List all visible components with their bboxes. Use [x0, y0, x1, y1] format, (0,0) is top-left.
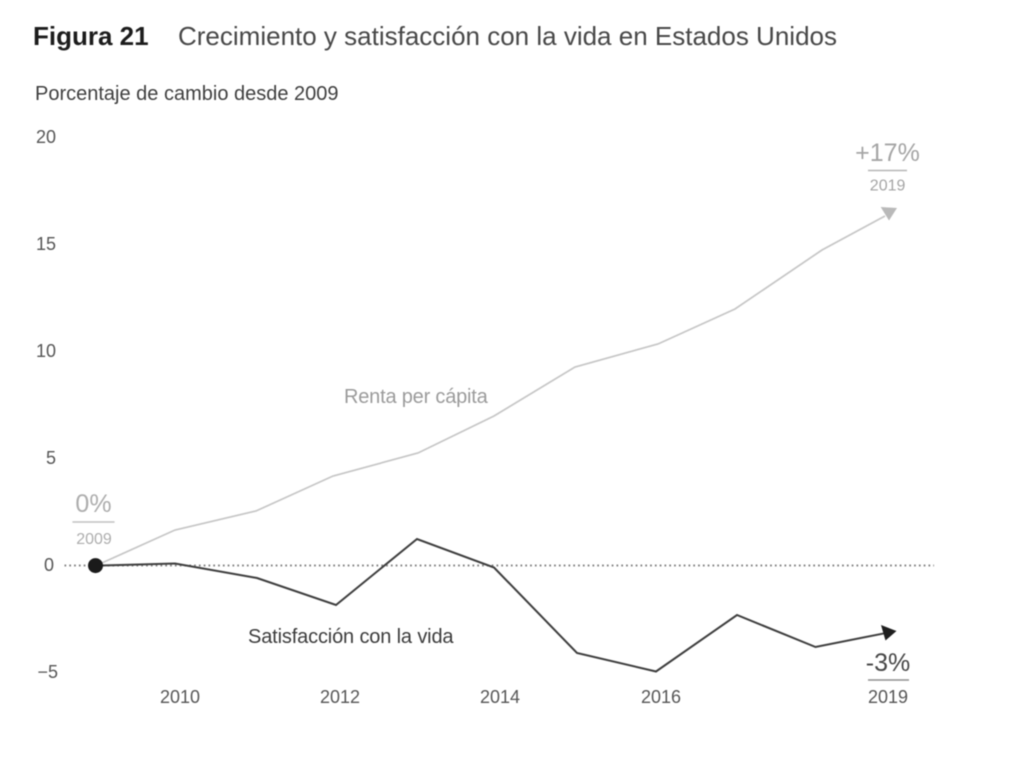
svg-text:2012: 2012 — [320, 687, 360, 707]
svg-text:Satisfacción con la vida: Satisfacción con la vida — [248, 626, 454, 648]
svg-text:10: 10 — [36, 341, 56, 361]
svg-text:Crecimiento y satisfacción con: Crecimiento y satisfacción con la vida e… — [178, 21, 837, 51]
svg-text:20: 20 — [36, 127, 56, 147]
svg-text:Porcentaje de cambio desde 200: Porcentaje de cambio desde 2009 — [35, 83, 339, 105]
svg-text:2010: 2010 — [160, 687, 200, 707]
svg-text:2019: 2019 — [868, 687, 908, 707]
svg-text:15: 15 — [36, 234, 56, 254]
svg-text:0: 0 — [44, 555, 54, 575]
svg-text:0%: 0% — [75, 490, 111, 518]
svg-text:Renta per cápita: Renta per cápita — [344, 386, 489, 408]
svg-text:2014: 2014 — [480, 687, 520, 707]
svg-text:+17%: +17% — [855, 139, 920, 167]
svg-text:Figura 21: Figura 21 — [33, 21, 149, 51]
svg-text:−5: −5 — [37, 662, 58, 682]
svg-text:2009: 2009 — [76, 531, 112, 548]
svg-text:2016: 2016 — [641, 687, 681, 707]
svg-text:2019: 2019 — [870, 178, 906, 195]
svg-text:-3%: -3% — [866, 649, 910, 677]
svg-text:5: 5 — [46, 448, 56, 468]
